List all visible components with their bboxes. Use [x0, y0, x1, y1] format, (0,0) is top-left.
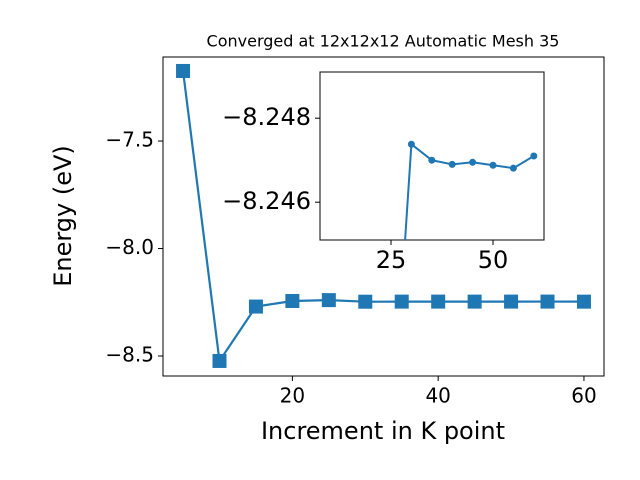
y-tick-label: −7.5 [105, 128, 154, 152]
marker [431, 294, 446, 309]
marker [540, 294, 555, 309]
x-tick-label: 50 [478, 246, 509, 274]
plot-area [319, 71, 545, 241]
marker [530, 152, 538, 160]
x-tick-label: 20 [280, 384, 305, 408]
plot-content [176, 63, 591, 368]
y-axis-label: Energy (eV) [49, 145, 77, 287]
y-tick-label: −8.246 [222, 187, 311, 215]
marker [448, 160, 456, 168]
marker [248, 299, 263, 314]
y-tick-label: −8.0 [105, 235, 154, 259]
marker [489, 161, 497, 169]
marker [212, 353, 227, 368]
marker [285, 293, 300, 308]
marker [576, 294, 591, 309]
marker [428, 156, 436, 164]
y-tick-label: −8.5 [105, 343, 154, 367]
marker [469, 158, 477, 166]
chart-title: Converged at 12x12x12 Automatic Mesh 35 [207, 32, 560, 51]
marker [321, 293, 336, 308]
y-tick-label: −8.248 [222, 103, 311, 131]
x-tick-label: 40 [425, 384, 450, 408]
x-tick-label: 25 [376, 246, 407, 274]
marker [509, 164, 517, 172]
marker [467, 294, 482, 309]
marker [358, 294, 373, 309]
marker [176, 63, 191, 78]
plot-content [404, 140, 538, 240]
x-tick-label: 60 [571, 384, 596, 408]
marker [394, 294, 409, 309]
marker [504, 294, 519, 309]
marker [407, 140, 415, 148]
x-axis-label: Increment in K point [261, 417, 505, 445]
